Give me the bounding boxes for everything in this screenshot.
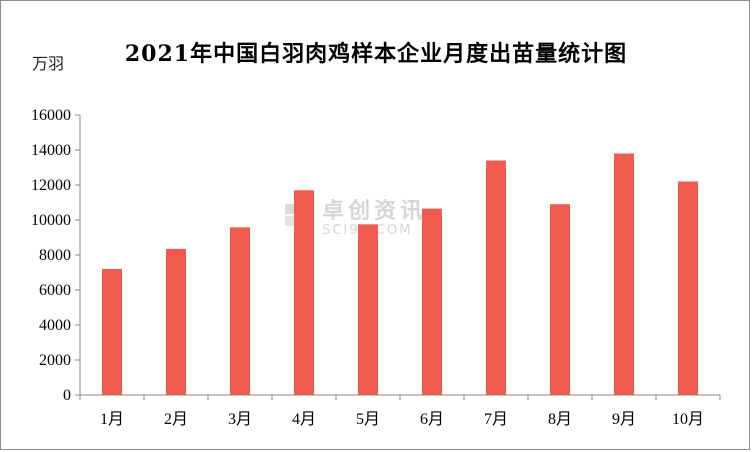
bar-3 <box>230 227 250 395</box>
x-category-label: 4月 <box>292 411 316 428</box>
bar-6 <box>422 208 442 395</box>
bar-2 <box>166 248 186 395</box>
bar-4 <box>294 190 314 395</box>
bars <box>102 153 698 395</box>
y-tick-label: 10000 <box>31 212 71 229</box>
y-tick-label: 14000 <box>31 142 71 159</box>
chart-title: 2021年中国白羽肉鸡样本企业月度出苗量统计图 <box>124 41 628 67</box>
bar-9 <box>614 153 634 395</box>
category-labels: 1月 2月 3月 4月 5月 6月 7月 8月 9月 10月 <box>100 411 704 428</box>
y-tick-label: 16000 <box>31 107 71 124</box>
x-category-label: 9月 <box>612 411 636 428</box>
x-category-label: 7月 <box>484 411 508 428</box>
x-category-label: 8月 <box>548 411 572 428</box>
y-tick-label: 0 <box>63 387 71 404</box>
y-tick-label: 2000 <box>39 352 71 369</box>
x-category-label: 2月 <box>164 411 188 428</box>
x-category-label: 1月 <box>100 411 124 428</box>
x-category-label: 6月 <box>420 411 444 428</box>
watermark-cn-text: 卓创资讯 <box>322 199 427 224</box>
x-category-label: 10月 <box>672 411 704 428</box>
x-category-label: 5月 <box>356 411 380 428</box>
bar-8 <box>550 204 570 395</box>
bar-10 <box>678 181 698 395</box>
y-tick-label: 12000 <box>31 177 71 194</box>
y-axis-unit-label: 万羽 <box>32 54 65 73</box>
y-tick-label: 6000 <box>39 282 71 299</box>
bar-5 <box>358 224 378 395</box>
bar-1 <box>102 269 122 395</box>
y-ticks: 0 2000 4000 6000 8000 10000 12000 14000 16000 <box>31 107 80 404</box>
x-ticks <box>79 395 721 400</box>
bar-7 <box>486 160 506 395</box>
y-tick-label: 8000 <box>39 247 71 264</box>
y-tick-label: 4000 <box>39 317 71 334</box>
x-category-label: 3月 <box>228 411 252 428</box>
